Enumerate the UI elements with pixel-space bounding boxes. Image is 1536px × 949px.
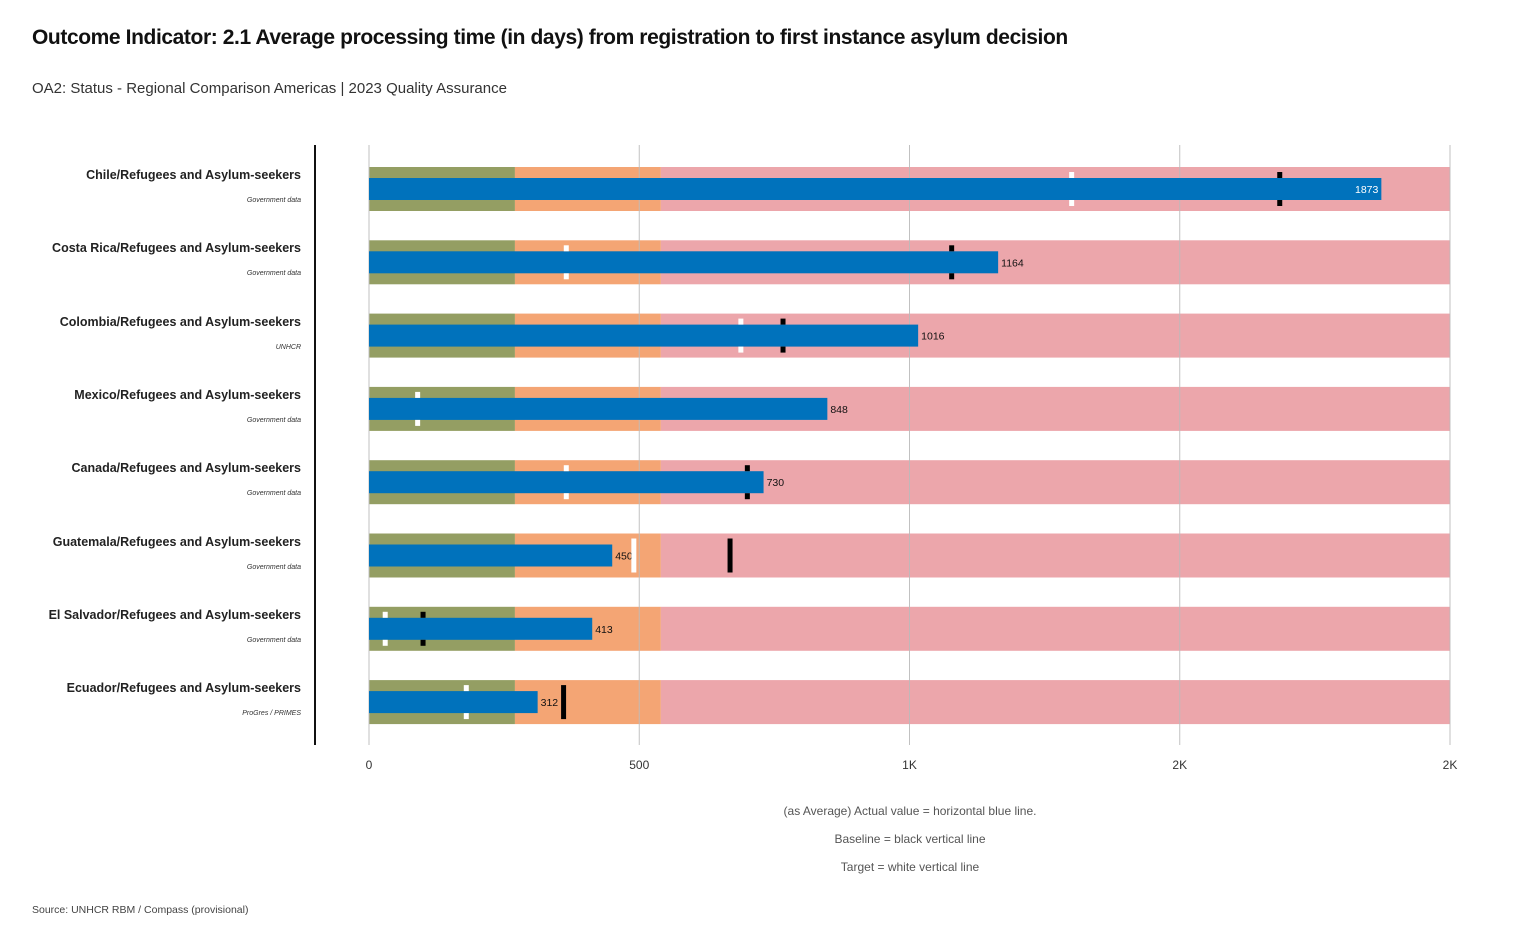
data-label: 730 xyxy=(767,477,785,489)
row-data-source: Government data xyxy=(246,563,301,571)
target-marker xyxy=(463,685,469,692)
chart-title: Outcome Indicator: 2.1 Average processin… xyxy=(32,26,1068,49)
bullet-chart: 0 500 1K 2K 2K 1873 1164 1016 848 730 450 413 312 xyxy=(366,145,1458,772)
row-label: Ecuador/Refugees and Asylum-seekers xyxy=(66,681,301,696)
baseline-marker xyxy=(744,465,750,472)
actual-bar xyxy=(369,178,1382,200)
x-tick-label: 0 xyxy=(366,758,373,772)
actual-bar xyxy=(369,617,593,640)
target-marker xyxy=(463,713,469,720)
chart-subtitle: OA2: Status - Regional Comparison Americ… xyxy=(32,80,507,97)
row-data-source: Government data xyxy=(246,416,301,424)
baseline-marker xyxy=(744,493,750,500)
target-marker xyxy=(382,639,388,646)
actual-bar xyxy=(369,324,919,347)
baseline-marker xyxy=(420,611,426,618)
band-pink xyxy=(660,680,1450,725)
x-tick-label: 500 xyxy=(629,758,649,772)
data-label: 1164 xyxy=(1001,257,1024,269)
data-label: 848 xyxy=(830,404,848,416)
source-note: Source: UNHCR RBM / Compass (provisional… xyxy=(32,904,249,916)
baseline-marker xyxy=(780,318,786,325)
row-data-source: Government data xyxy=(246,197,301,204)
target-marker xyxy=(415,391,421,398)
band-pink xyxy=(660,606,1450,651)
baseline-marker xyxy=(420,639,426,646)
row-data-source: Government data xyxy=(246,636,301,644)
baseline-marker xyxy=(1277,172,1283,178)
row-label: Colombia/Refugees and Asylum-seekers xyxy=(59,314,301,329)
actual-bar xyxy=(369,471,764,494)
baseline-marker xyxy=(727,538,733,573)
data-label: 450 xyxy=(615,551,633,563)
row-data-source: Government data xyxy=(246,490,301,498)
row-label: Canada/Refugees and Asylum-seekers xyxy=(71,461,302,476)
data-label: 312 xyxy=(541,697,559,709)
baseline-marker xyxy=(949,273,955,280)
actual-bar xyxy=(369,544,613,567)
row-data-source: UNHCR xyxy=(275,343,301,351)
target-marker xyxy=(738,346,744,353)
x-tick-label: 2K xyxy=(1443,758,1458,772)
row-label: Guatemala/Refugees and Asylum-seekers xyxy=(52,534,301,549)
row-data-source: ProGres / PRIMES xyxy=(242,710,301,718)
row-label: Costa Rica/Refugees and Asylum-seekers xyxy=(52,241,301,256)
baseline-marker xyxy=(561,685,567,720)
y-axis-line xyxy=(314,145,316,745)
data-label: 1016 xyxy=(921,331,945,343)
baseline-marker xyxy=(1277,200,1283,206)
baseline-marker xyxy=(780,346,786,353)
target-marker xyxy=(1069,172,1075,178)
data-label: 413 xyxy=(595,624,613,636)
row-label: El Salvador/Refugees and Asylum-seekers xyxy=(48,607,301,622)
band-pink xyxy=(660,460,1450,505)
x-tick-label: 2K xyxy=(1172,758,1187,772)
target-marker xyxy=(415,419,421,426)
legend-actual: (as Average) Actual value = horizontal b… xyxy=(783,804,1037,818)
band-orange xyxy=(514,680,661,725)
baseline-marker xyxy=(949,245,955,252)
data-label: 1873 xyxy=(1355,184,1379,196)
target-marker xyxy=(382,611,388,618)
row-label: Chile/Refugees and Asylum-seekers xyxy=(86,168,301,182)
target-marker xyxy=(563,493,569,500)
target-marker xyxy=(563,273,569,280)
actual-bar xyxy=(369,397,828,420)
target-marker xyxy=(563,465,569,472)
actual-bar xyxy=(369,691,538,714)
row-data-source: Government data xyxy=(246,270,301,278)
band-pink xyxy=(660,533,1450,578)
legend-baseline: Baseline = black vertical line xyxy=(834,832,986,846)
legend-target: Target = white vertical line xyxy=(840,860,980,874)
actual-bar xyxy=(369,251,999,274)
target-marker xyxy=(631,538,637,573)
target-marker xyxy=(1069,200,1075,206)
x-tick-label: 1K xyxy=(902,758,917,772)
row-label: Mexico/Refugees and Asylum-seekers xyxy=(74,387,301,402)
target-marker xyxy=(738,318,744,325)
target-marker xyxy=(563,245,569,252)
